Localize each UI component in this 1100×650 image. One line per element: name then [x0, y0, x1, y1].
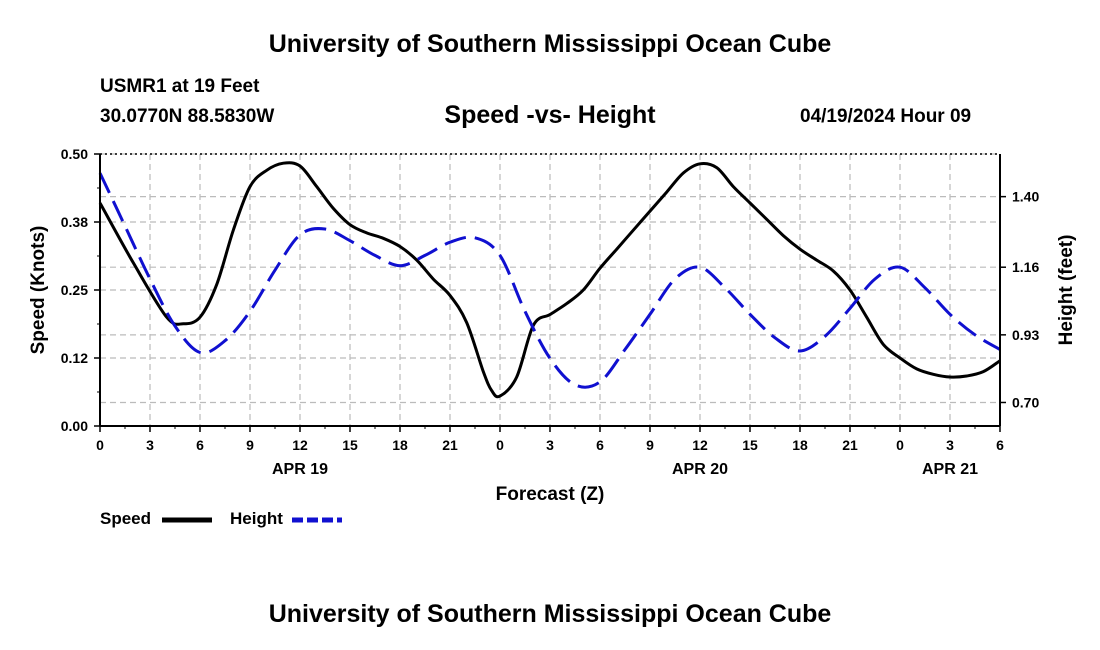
- series-line-height: [98, 172, 1001, 389]
- x-tick-label: 12: [292, 437, 308, 453]
- chart-title: University of Southern Mississippi Ocean…: [268, 30, 832, 58]
- x-tick-label: 0: [896, 437, 904, 453]
- x-tick-label: 3: [946, 437, 954, 453]
- legend-height-label: Height: [230, 509, 283, 528]
- x-tick-label: 15: [742, 437, 758, 453]
- x-tick-label: 18: [792, 437, 808, 453]
- footer-title: University of Southern Mississippi Ocean…: [268, 600, 832, 628]
- y-tick-label-left: 0.25: [61, 282, 88, 298]
- x-tick-label: 3: [546, 437, 554, 453]
- y-tick-label-left: 0.50: [61, 146, 88, 162]
- y-tick-label-right: 1.16: [1012, 259, 1039, 275]
- date-label: APR 21: [922, 461, 978, 478]
- forecast-datetime: 04/19/2024 Hour 09: [800, 106, 972, 127]
- x-tick-label: 15: [342, 437, 358, 453]
- x-tick-label: 3: [146, 437, 154, 453]
- date-label: APR 20: [672, 461, 728, 478]
- x-tick-label: 12: [692, 437, 708, 453]
- y-tick-label-right: 0.93: [1012, 327, 1039, 343]
- y-tick-label-left: 0.12: [61, 350, 88, 366]
- x-tick-label: 21: [842, 437, 858, 453]
- x-tick-label: 6: [996, 437, 1004, 453]
- x-tick-label: 9: [246, 437, 254, 453]
- x-tick-label: 18: [392, 437, 408, 453]
- series-line-speed: [98, 161, 1001, 399]
- y-axis-label-right: Height (feet): [1056, 235, 1077, 346]
- y-tick-label-right: 0.70: [1012, 394, 1039, 410]
- y-axis-label-left: Speed (Knots): [28, 226, 49, 355]
- y-tick-label-right: 1.40: [1012, 189, 1039, 205]
- x-tick-label: 9: [646, 437, 654, 453]
- axes-frame: [94, 153, 1006, 432]
- axis-labels: Forecast (Z) Speed (Knots) Height (feet)…: [28, 146, 1077, 505]
- series-layer: [98, 161, 1001, 399]
- x-tick-label: 0: [96, 437, 104, 453]
- chart-subtitle: Speed -vs- Height: [444, 101, 656, 129]
- y-tick-label-left: 0.38: [61, 214, 88, 230]
- station-label: USMR1 at 19 Feet: [100, 76, 260, 97]
- grid-layer: [100, 153, 1000, 426]
- x-tick-label: 0: [496, 437, 504, 453]
- coordinates-label: 30.0770N 88.5830W: [100, 106, 275, 127]
- x-tick-label: 6: [596, 437, 604, 453]
- x-tick-label: 21: [442, 437, 458, 453]
- date-label: APR 19: [272, 461, 328, 478]
- y-tick-label-left: 0.00: [61, 418, 88, 434]
- x-tick-label: 6: [196, 437, 204, 453]
- x-axis-label: Forecast (Z): [496, 484, 605, 505]
- legend-speed-label: Speed: [100, 509, 152, 528]
